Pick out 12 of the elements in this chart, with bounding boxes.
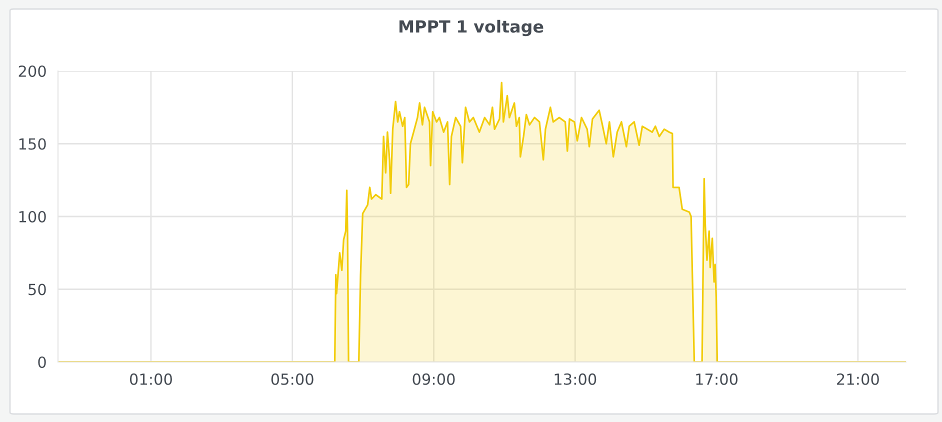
y-tick-label: 150 bbox=[19, 138, 46, 150]
y-tick-label: 100 bbox=[19, 210, 46, 223]
y-tick-label: 50 bbox=[28, 284, 46, 296]
x-tick-label: 05:00 bbox=[271, 373, 314, 385]
x-tick-label: 01:00 bbox=[130, 373, 172, 385]
y-tick-label: 200 bbox=[18, 65, 46, 78]
x-tick-label: 17:00 bbox=[696, 373, 738, 385]
x-tick-label: 09:00 bbox=[412, 373, 455, 385]
y-tick-label: 0 bbox=[38, 356, 46, 368]
x-tick-label: 13:00 bbox=[554, 373, 596, 385]
chart-title: MPPT 1 voltage bbox=[400, 20, 544, 36]
x-tick-label: 21:00 bbox=[837, 373, 879, 385]
